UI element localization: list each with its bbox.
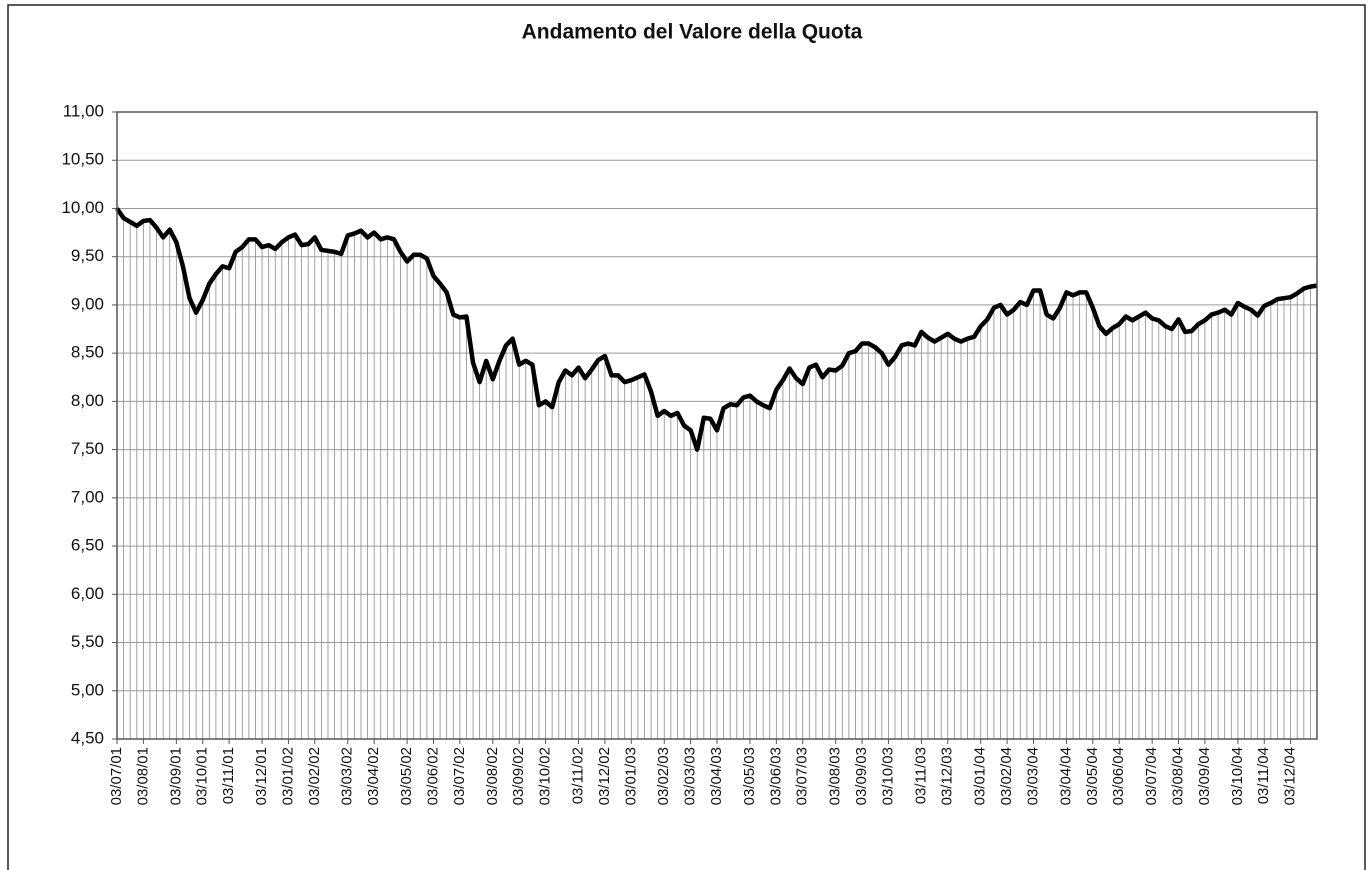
x-tick-label: 03/02/04 xyxy=(998,747,1015,805)
y-tick-label: 9,00 xyxy=(71,294,104,313)
x-tick-label: 03/12/01 xyxy=(253,747,270,805)
x-tick-label: 03/05/02 xyxy=(398,747,415,805)
x-tick-label: 03/01/02 xyxy=(279,747,296,805)
x-tick-label: 03/04/02 xyxy=(365,747,382,805)
x-tick-label: 03/08/04 xyxy=(1170,747,1187,805)
x-tick-label: 03/09/03 xyxy=(853,747,870,805)
chart-title: Andamento del Valore della Quota xyxy=(522,21,863,44)
y-tick-label: 9,50 xyxy=(71,246,104,265)
x-tick-label: 03/12/04 xyxy=(1282,747,1299,805)
x-tick-label: 03/05/04 xyxy=(1084,747,1101,805)
x-tick-label: 03/10/02 xyxy=(537,747,554,805)
x-tick-label: 03/08/01 xyxy=(134,747,151,805)
y-tick-label: 10,50 xyxy=(61,150,104,169)
x-tick-label: 03/02/03 xyxy=(655,747,672,805)
x-tick-label: 03/11/03 xyxy=(912,747,929,804)
y-tick-label: 11,00 xyxy=(63,101,104,120)
x-tick-label: 03/07/03 xyxy=(794,747,811,805)
y-tick-label: 7,00 xyxy=(71,487,104,506)
data-line xyxy=(115,207,1318,452)
x-tick-label: 03/03/03 xyxy=(682,747,699,805)
plot-border xyxy=(116,111,1318,740)
y-tick-label: 5,00 xyxy=(71,680,104,699)
x-tick-label: 03/05/03 xyxy=(741,747,758,805)
x-tick-label: 03/12/02 xyxy=(596,747,613,805)
y-tick-label: 6,00 xyxy=(71,584,104,603)
chart-frame xyxy=(7,4,1366,870)
x-tick-label: 03/07/02 xyxy=(451,747,468,805)
x-tick-label: 03/04/04 xyxy=(1057,747,1074,805)
x-tick-label: 03/07/01 xyxy=(108,747,125,805)
x-tick-label: 03/06/04 xyxy=(1110,747,1127,805)
x-tick-label: 03/11/04 xyxy=(1255,747,1272,804)
x-tick-label: 03/01/04 xyxy=(972,747,989,805)
y-tick-label: 8,50 xyxy=(71,343,104,362)
y-tick-label: 8,00 xyxy=(71,391,104,410)
y-tick-label: 5,50 xyxy=(71,632,104,651)
y-tick-label: 4,50 xyxy=(71,728,104,747)
x-tick-label: 03/10/04 xyxy=(1229,747,1246,805)
x-tick-label: 03/09/01 xyxy=(167,747,184,805)
x-tick-label: 03/10/03 xyxy=(879,747,896,805)
x-tick-label: 03/09/04 xyxy=(1196,747,1213,805)
x-tick-label: 03/08/03 xyxy=(827,747,844,805)
x-tick-label: 03/12/03 xyxy=(939,747,956,805)
x-tick-label: 03/09/02 xyxy=(510,747,527,805)
x-tick-label: 03/07/04 xyxy=(1143,747,1160,805)
y-tick-label: 10,00 xyxy=(61,198,104,217)
x-tick-label: 03/03/02 xyxy=(339,747,356,805)
x-tick-label: 03/06/02 xyxy=(424,747,441,805)
y-tick-label: 6,50 xyxy=(71,536,104,555)
x-tick-label: 03/10/01 xyxy=(194,747,211,805)
x-tick-label: 03/11/01 xyxy=(220,747,237,804)
x-tick-label: 03/03/04 xyxy=(1024,747,1041,805)
y-tick-label: 7,50 xyxy=(71,439,104,458)
x-tick-label: 03/06/03 xyxy=(767,747,784,805)
x-tick-label: 03/08/02 xyxy=(484,747,501,805)
x-tick-label: 03/11/02 xyxy=(570,747,587,804)
x-tick-label: 03/01/03 xyxy=(622,747,639,805)
x-tick-label: 03/02/02 xyxy=(306,747,323,805)
x-tick-label: 03/04/03 xyxy=(708,747,725,805)
